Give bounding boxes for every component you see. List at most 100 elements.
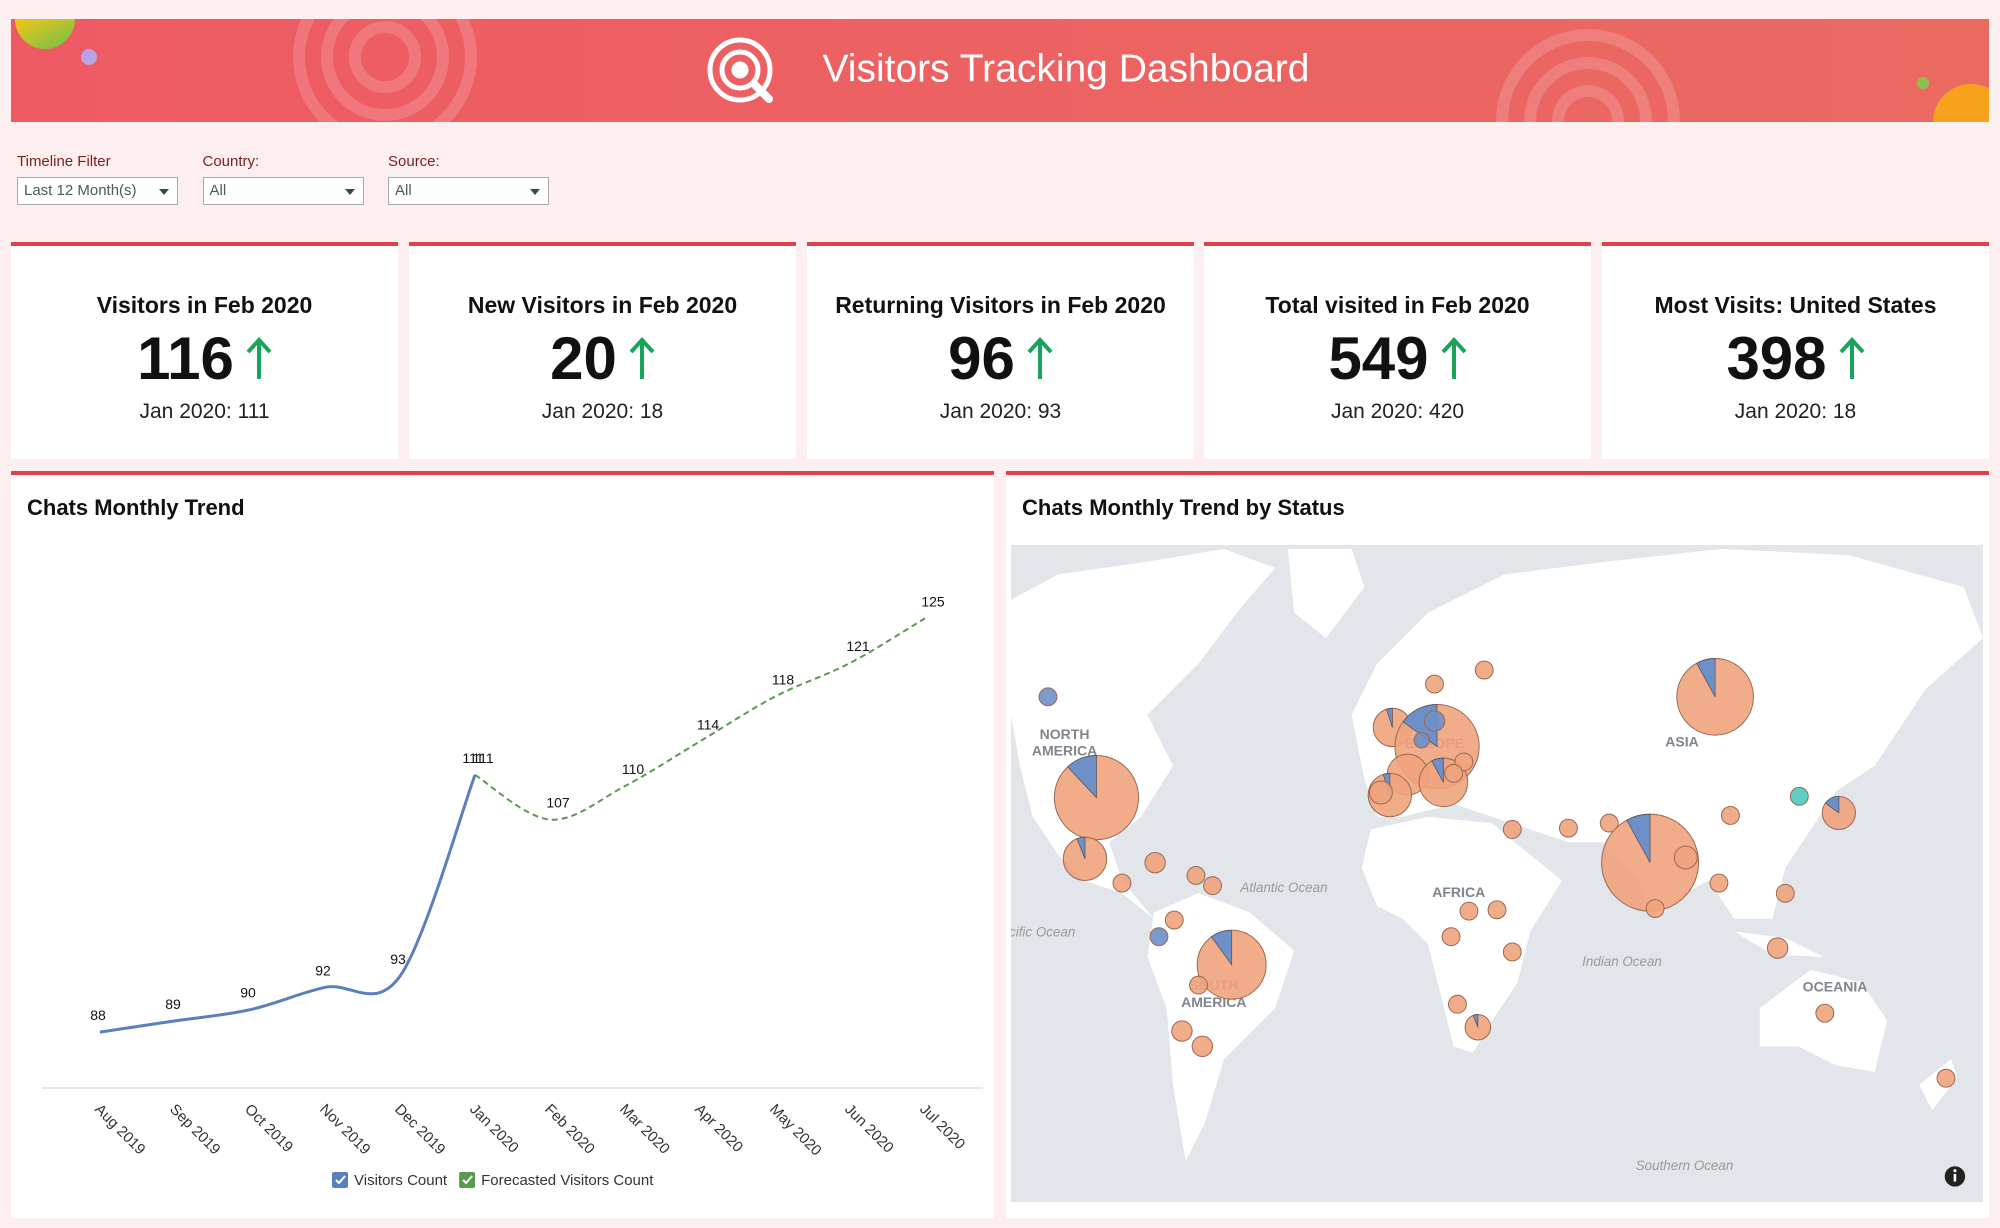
filter-label: Timeline Filter xyxy=(17,153,111,170)
bubble xyxy=(1191,1035,1214,1058)
dropdown[interactable]: All xyxy=(388,177,549,205)
x-tick-label: Apr 2020 xyxy=(691,1101,746,1156)
bubble xyxy=(1171,1020,1193,1042)
data-label: 111 xyxy=(472,750,493,766)
kpi-previous: Jan 2020: 111 xyxy=(139,400,270,423)
x-tick-label: Oct 2019 xyxy=(241,1101,296,1156)
bubble xyxy=(1189,975,1208,995)
kpi-value: 20 xyxy=(550,325,617,392)
kpi-value-row: 549 xyxy=(1204,324,1591,393)
map-label: OCEANIA xyxy=(1802,980,1868,996)
kpi-title: Most Visits: United States xyxy=(1654,292,1937,318)
bubble xyxy=(1413,732,1430,749)
map-card: Chats Monthly Trend by Status NORTH AMER… xyxy=(1006,471,1989,1218)
kpi-value: 116 xyxy=(137,325,234,392)
map-label-box: OCEANIA xyxy=(1802,980,1868,996)
bubble-slice xyxy=(1386,707,1393,728)
bubble xyxy=(1673,845,1698,870)
data-label: 107 xyxy=(546,795,570,811)
kpi-card: Returning Visitors in Feb 2020 96 Jan 2020… xyxy=(807,242,1194,459)
map-label: Pacific Ocean xyxy=(1011,925,1076,941)
up-arrow xyxy=(629,336,655,379)
map-label: Southern Ocean xyxy=(1635,1158,1734,1174)
x-tick-label: Aug 2019 xyxy=(91,1101,148,1158)
bubble-slice xyxy=(1626,813,1651,863)
data-label: 89 xyxy=(165,996,181,1012)
kpi-card: Most Visits: United States 398 Jan 2020: 1… xyxy=(1602,242,1989,459)
kpi-card: New Visitors in Feb 2020 20 Jan 2020: 18 xyxy=(409,242,796,459)
bubble xyxy=(1164,910,1184,930)
up-arrow xyxy=(246,336,272,379)
x-tick-label: Feb 2020 xyxy=(541,1101,598,1158)
up-arrow xyxy=(1441,336,1467,379)
rings xyxy=(293,19,1680,122)
kpi-title: Visitors in Feb 2020 xyxy=(96,292,313,318)
kpi-previous: Jan 2020: 420 xyxy=(1330,400,1465,423)
bubble xyxy=(1720,806,1740,825)
bubble-slice xyxy=(1696,658,1716,698)
data-label: 93 xyxy=(390,951,406,967)
map-label: Atlantic Ocean xyxy=(1240,880,1328,896)
bubble xyxy=(1815,1003,1835,1023)
kpi-value: 96 xyxy=(948,325,1015,392)
dropdown[interactable]: All xyxy=(202,177,364,205)
kpi-value: 398 xyxy=(1726,325,1827,392)
kpi-title: New Visitors in Feb 2020 xyxy=(467,292,738,318)
card-title: Chats Monthly Trend by Status xyxy=(1022,495,1345,520)
data-label: 114 xyxy=(697,716,720,732)
kpi-card: Visitors in Feb 2020 116 Jan 2020: 111 xyxy=(11,242,398,459)
up-arrow xyxy=(1839,336,1865,379)
x-tick-label: May 2020 xyxy=(766,1101,825,1160)
kpi-previous: Jan 2020: 18 xyxy=(1734,400,1857,423)
legend-check xyxy=(335,1175,346,1185)
bubble-slice xyxy=(1431,757,1444,783)
logo xyxy=(707,37,773,103)
kpi-value-row: 116 xyxy=(11,324,398,393)
bubble-slice xyxy=(1067,755,1097,799)
map-label: Indian Ocean xyxy=(1582,954,1662,970)
bubble xyxy=(1423,710,1446,732)
bubbles xyxy=(1038,658,1956,1088)
bubble xyxy=(1203,876,1222,896)
bubble xyxy=(1645,899,1665,919)
bubble-slice xyxy=(1472,1014,1479,1028)
map-label: ASIA xyxy=(1665,735,1699,751)
kpi-value: 549 xyxy=(1328,325,1429,392)
bubble xyxy=(1502,942,1522,962)
bubble xyxy=(1502,820,1522,839)
kpi-value-row: 20 xyxy=(409,324,796,393)
info-icon[interactable] xyxy=(1944,1166,1966,1187)
filter-label: Source: xyxy=(388,153,440,170)
dot xyxy=(1917,77,1929,89)
bubble xyxy=(1599,813,1619,833)
bubble xyxy=(1425,674,1444,694)
data-label: 125 xyxy=(921,593,945,609)
bubble xyxy=(1789,786,1809,806)
bubble xyxy=(1459,901,1479,921)
kpi-value-row: 96 xyxy=(807,324,1194,393)
header: Visitors Tracking Dashboard xyxy=(11,19,1989,122)
map-label-box: Pacific Ocean xyxy=(1011,925,1076,941)
bubble xyxy=(1558,818,1578,838)
bubble xyxy=(1038,687,1058,707)
legend-label: Visitors Count xyxy=(354,1172,448,1189)
x-tick-label: Sep 2019 xyxy=(166,1101,223,1158)
map-label: AFRICA xyxy=(1432,885,1486,901)
line-chart: Aug 2019 Sep 2019 Oct 2019 Nov 2019 Dec 2019… xyxy=(42,593,983,1189)
kpi-previous: Jan 2020: 18 xyxy=(541,400,664,423)
kpi-value-row: 398 xyxy=(1602,324,1989,393)
series-line xyxy=(99,774,477,1034)
bubble xyxy=(1112,873,1132,893)
kpi-card: Total visited in Feb 2020 549 Jan 2020: 42… xyxy=(1204,242,1591,459)
map-label-box: Southern Ocean xyxy=(1635,1158,1734,1174)
kpi-previous: Jan 2020: 93 xyxy=(939,400,1062,423)
x-tick-label: Nov 2019 xyxy=(316,1101,373,1158)
bubble-slice xyxy=(1824,795,1840,814)
data-label: 92 xyxy=(315,962,331,978)
dropdown[interactable]: Last 12 Month(s) xyxy=(17,177,178,205)
map-label-box: Atlantic Ocean xyxy=(1240,880,1328,896)
x-tick-label: Jun 2020 xyxy=(841,1101,897,1157)
filter-label: Country: xyxy=(202,153,260,170)
legend-swatch xyxy=(459,1172,476,1188)
